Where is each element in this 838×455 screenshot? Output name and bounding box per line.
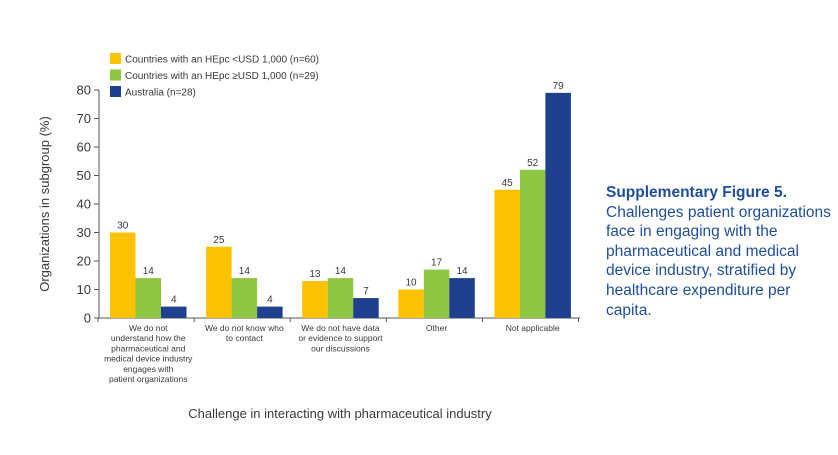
bar — [545, 92, 571, 318]
data-label: 25 — [213, 235, 225, 246]
legend-swatch — [110, 86, 121, 97]
y-tick-label: 50 — [77, 168, 91, 183]
bar — [135, 278, 161, 318]
data-label: 14 — [143, 266, 155, 277]
y-tick-label: 20 — [77, 254, 91, 269]
y-tick-label: 0 — [84, 311, 91, 326]
x-axis-title: Challenge in interacting with pharmaceut… — [188, 406, 492, 421]
bar-chart: Countries with an HEpc <USD 1,000 (n=60)… — [37, 53, 580, 421]
legend-label: Australia (n=28) — [125, 88, 196, 99]
bar — [110, 232, 136, 318]
bar — [449, 278, 475, 318]
data-label: 52 — [527, 158, 539, 169]
legend-label: Countries with an HEpc ≥USD 1,000 (n=29) — [125, 71, 319, 82]
x-category-label: We do not know who to contact — [205, 323, 284, 343]
x-category-label: Other — [426, 323, 447, 333]
bar — [327, 278, 354, 318]
data-label: 45 — [502, 178, 514, 189]
y-tick-label: 60 — [77, 140, 91, 155]
caption-title: Supplementary Figure 5. — [606, 184, 787, 201]
x-category-label: Not applicable — [506, 323, 560, 333]
bar — [398, 289, 424, 318]
data-label: 7 — [363, 286, 369, 297]
y-tick-label: 70 — [77, 111, 91, 126]
data-label: 14 — [239, 266, 251, 277]
figure-caption: Supplementary Figure 5. Challenges patie… — [606, 183, 831, 320]
legend-label: Countries with an HEpc <USD 1,000 (n=60) — [125, 55, 319, 66]
data-label: 13 — [309, 269, 321, 280]
x-axis: We do not understand how the pharmaceutica… — [97, 317, 580, 384]
data-label: 17 — [431, 258, 443, 269]
bar — [494, 189, 520, 318]
data-label: 4 — [171, 295, 177, 306]
bar — [353, 298, 379, 318]
data-label: 30 — [117, 221, 129, 232]
data-label: 14 — [335, 266, 347, 277]
bars: 30 14 4 25 14 4 13 14 7 10 17 14 45 52 79 — [110, 81, 571, 318]
y-tick-label: 40 — [77, 197, 91, 212]
bar — [206, 246, 232, 318]
chart-legend: Countries with an HEpc <USD 1,000 (n=60)… — [110, 53, 319, 99]
data-label: 79 — [553, 81, 565, 92]
caption-text: Challenges patient organizations face in… — [606, 203, 831, 319]
y-axis-title: Organizations in subgroup (%) — [37, 116, 52, 292]
bar — [231, 278, 258, 318]
bar — [423, 269, 450, 318]
y-tick-label: 80 — [77, 83, 91, 98]
y-tick-label: 10 — [77, 282, 91, 297]
data-label: 14 — [456, 266, 468, 277]
bar — [519, 169, 546, 318]
x-category-label: We do not have data or evidence to suppor… — [298, 323, 383, 353]
bar — [302, 280, 328, 318]
y-axis: 0 10 20 30 40 50 60 70 80 — [77, 83, 100, 326]
legend-swatch — [110, 69, 121, 81]
x-category-label: We do not understand how the pharmaceutica… — [104, 323, 193, 384]
data-label: 4 — [267, 295, 273, 306]
data-label: 10 — [405, 278, 417, 289]
bar — [257, 306, 283, 318]
y-tick-label: 30 — [77, 225, 91, 240]
bar — [161, 306, 187, 318]
legend-swatch — [110, 53, 121, 64]
